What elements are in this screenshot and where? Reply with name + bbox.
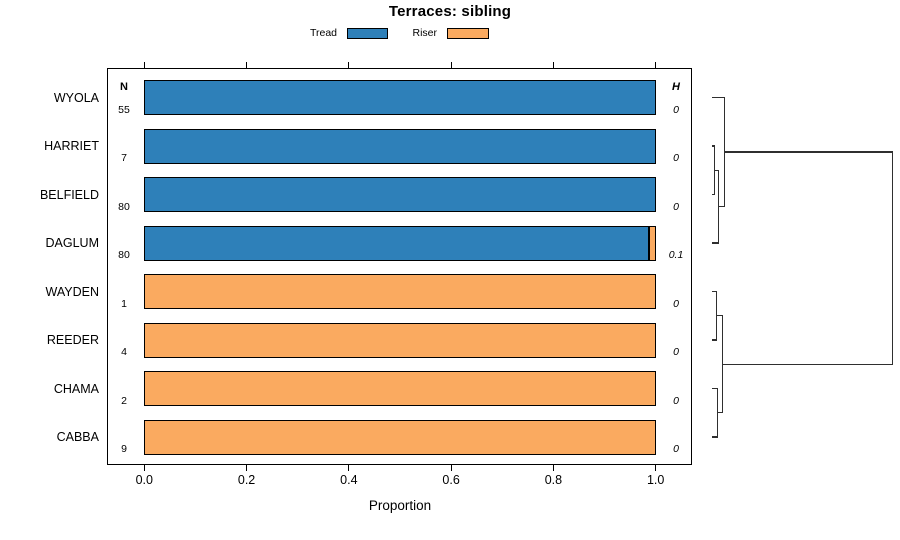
category-label: CHAMA: [53, 381, 99, 396]
bar-segment-riser: [144, 419, 656, 455]
x-tick-label: 0.2: [237, 473, 256, 487]
dendrogram-line: [716, 315, 723, 317]
n-value: 2: [121, 394, 127, 407]
legend-swatch-riser: [446, 27, 490, 39]
x-tick-label: 0.8: [544, 473, 563, 487]
x-axis-title: Proportion: [368, 498, 432, 513]
dendrogram-line: [718, 206, 725, 208]
bar-segment-tread: [144, 128, 656, 164]
category-label: REEDER: [46, 333, 99, 347]
n-value: 1: [121, 297, 127, 310]
dendrogram-line: [712, 339, 717, 341]
bar-segment-riser: [648, 225, 656, 261]
h-value: 0: [673, 103, 679, 116]
h-column-header: H: [672, 80, 680, 93]
x-tick: [655, 465, 657, 471]
legend-label-tread: Tread: [309, 27, 337, 39]
x-tick: [245, 465, 248, 471]
chart-title: Terraces: sibling: [388, 3, 512, 20]
n-value: 4: [121, 346, 127, 358]
bar-segment-riser: [144, 371, 656, 406]
legend-swatch-tread: [346, 27, 389, 39]
h-value: 0: [673, 297, 679, 310]
bar-row: [144, 128, 656, 164]
dendrogram-line: [716, 387, 718, 438]
category-label: WYOLA: [53, 90, 99, 105]
x-tick-top: [655, 62, 657, 69]
bar-row: [144, 80, 656, 115]
dendrogram-line: [712, 436, 718, 438]
x-tick-top: [450, 62, 452, 69]
x-tick: [143, 465, 145, 471]
h-value: 0: [673, 346, 679, 358]
h-value: 0: [673, 394, 679, 407]
category-label: HARRIET: [44, 139, 99, 153]
bar-row: [144, 274, 656, 309]
h-value: 0: [673, 152, 679, 164]
bar-segment-tread: [144, 80, 656, 115]
n-value: 7: [121, 152, 127, 164]
dendrogram-line: [714, 169, 719, 171]
n-column-header: N: [120, 80, 128, 93]
bar-segment-tread: [144, 225, 649, 261]
x-tick-label: 0.4: [340, 473, 358, 487]
x-tick: [450, 465, 452, 471]
category-label: BELFIELD: [39, 187, 99, 202]
dendrogram-line: [712, 193, 715, 196]
bar-row: [144, 322, 656, 358]
x-tick-label: 0.6: [442, 473, 460, 487]
bar-row: [144, 225, 656, 261]
n-value: 55: [118, 103, 130, 116]
n-value: 80: [118, 200, 130, 213]
h-value: 0: [673, 200, 679, 213]
dendrogram-line: [717, 412, 723, 414]
x-tick-top: [143, 62, 145, 69]
n-value: 9: [121, 443, 127, 455]
category-label: DAGLUM: [45, 236, 99, 250]
dendrogram-line: [712, 96, 725, 99]
x-tick: [348, 465, 350, 471]
dendrogram-line: [722, 315, 724, 414]
dendrogram-line: [712, 242, 719, 244]
dendrogram-line: [724, 151, 893, 153]
dendrogram-line: [892, 151, 894, 365]
dendrogram-line: [712, 145, 715, 147]
bar-segment-riser: [144, 322, 656, 358]
category-label: WAYDEN: [45, 284, 99, 299]
bar-segment-tread: [144, 177, 656, 212]
dendrogram-line: [722, 363, 893, 365]
x-tick-label: 1.0: [646, 473, 665, 487]
x-tick-top: [552, 62, 554, 69]
bar-row: [144, 177, 656, 212]
dendrogram-line: [712, 387, 718, 390]
x-tick-top: [245, 62, 248, 69]
bar-row: [144, 419, 656, 455]
x-tick-top: [348, 62, 350, 69]
x-tick: [552, 465, 554, 471]
legend-label-riser: Riser: [412, 27, 437, 39]
h-value: 0: [673, 443, 679, 455]
category-label: CABBA: [56, 430, 99, 444]
n-value: 80: [118, 249, 130, 261]
dendrogram-line: [712, 290, 717, 293]
h-value: 0.1: [668, 249, 684, 261]
bar-row: [144, 371, 656, 406]
bar-segment-riser: [144, 274, 656, 309]
x-tick-label: 0.0: [135, 473, 153, 487]
